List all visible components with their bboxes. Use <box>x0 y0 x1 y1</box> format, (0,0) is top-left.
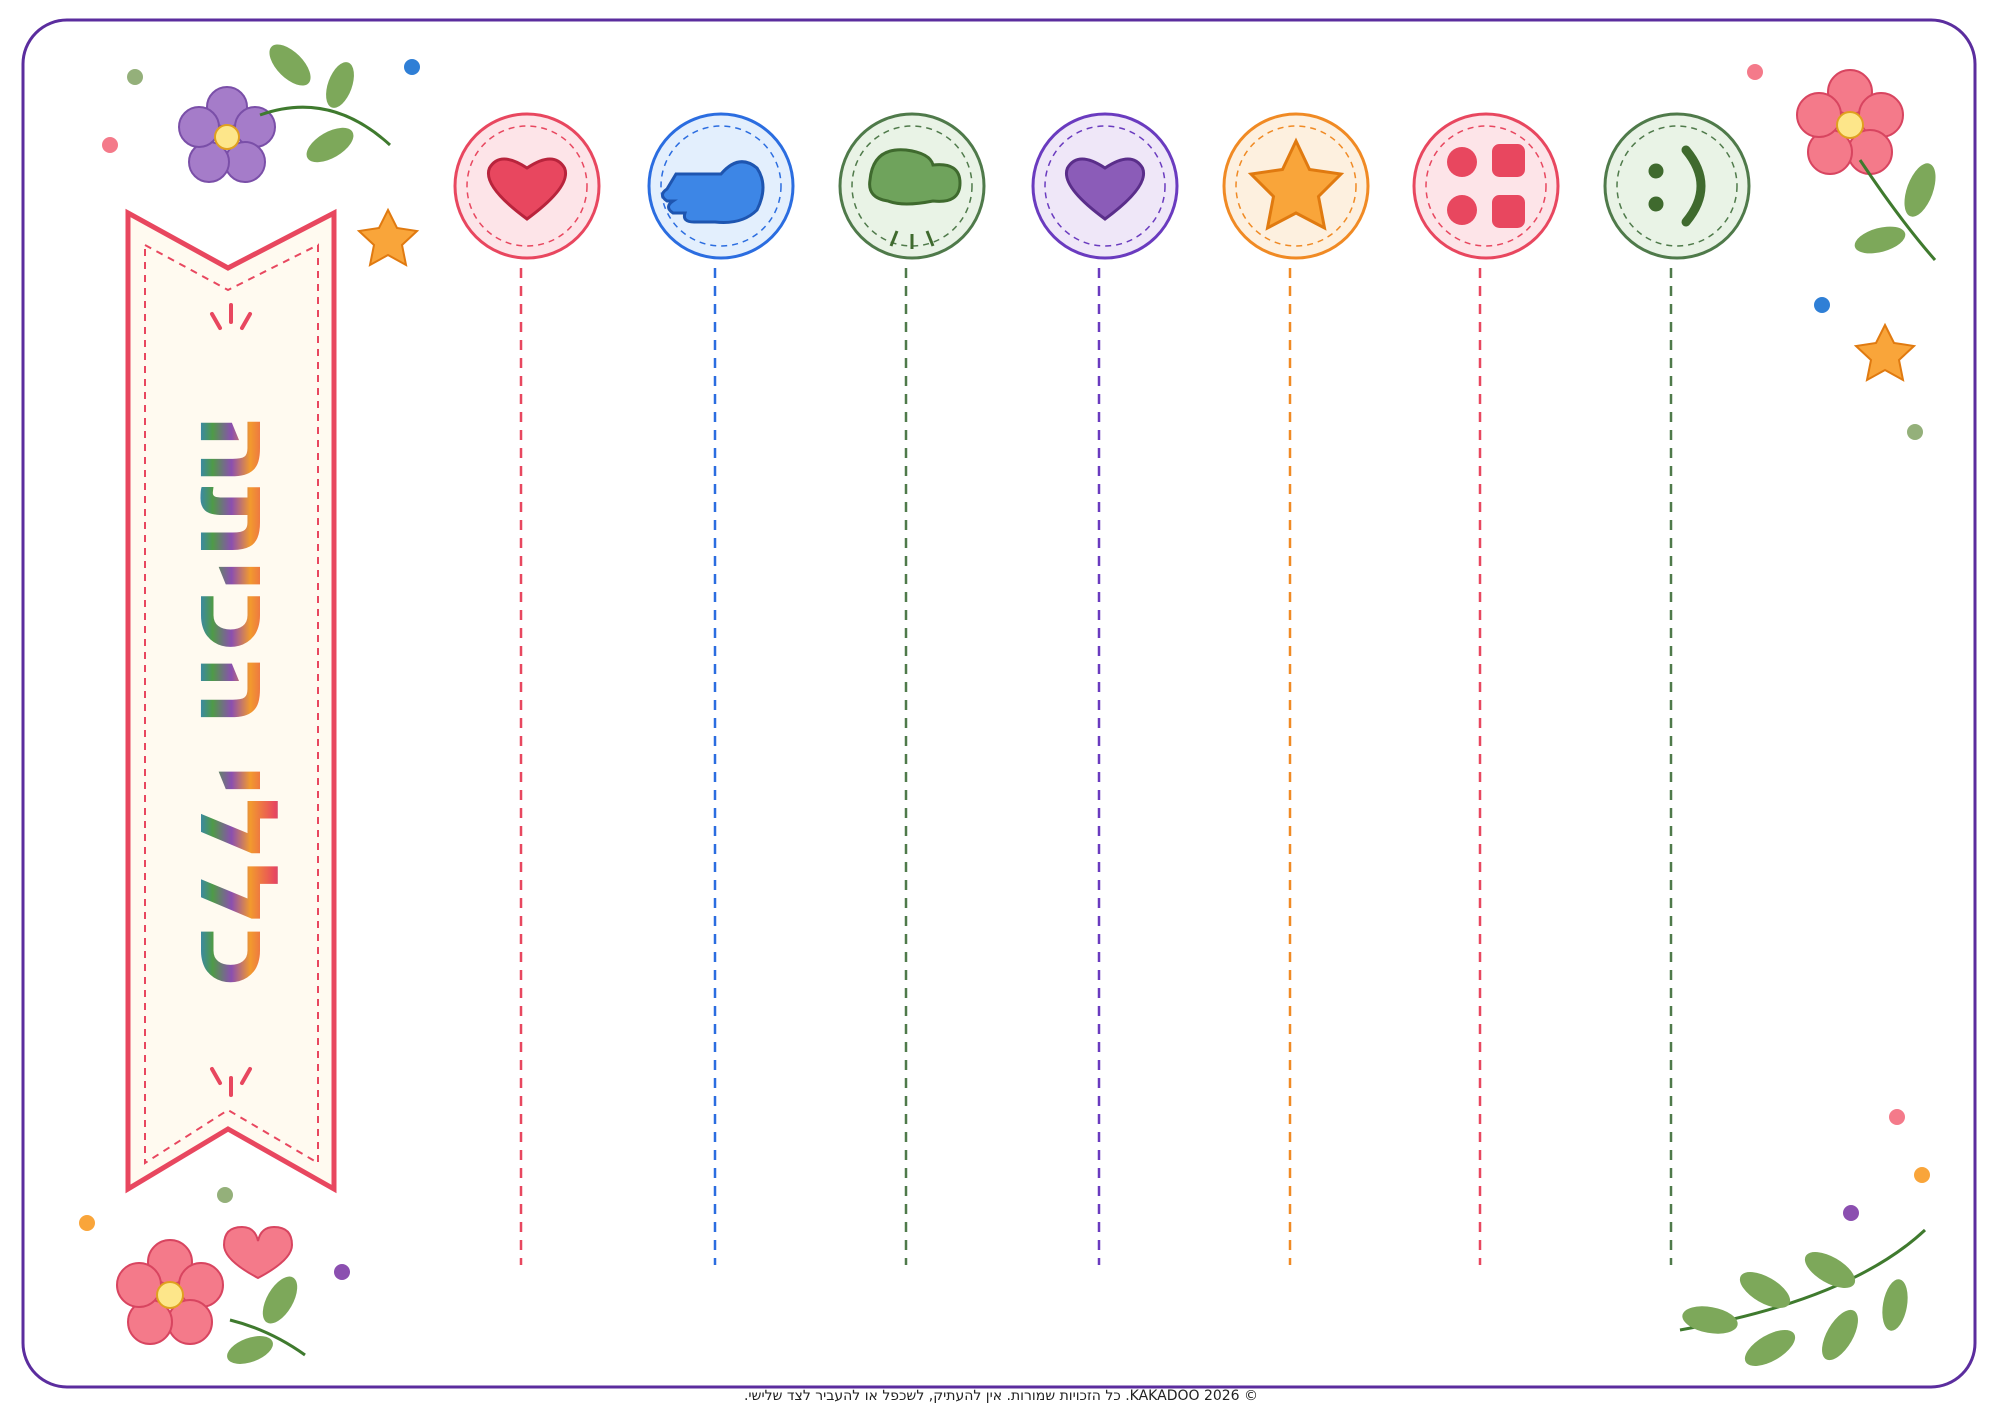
column <box>1412 112 1560 1265</box>
banner: כללי הכיתה <box>125 208 337 1194</box>
column <box>647 112 795 1265</box>
column <box>838 112 986 1265</box>
column <box>453 112 601 1265</box>
footer-text: © KAKADOO 2026. כל הזכויות שמורות. אין ל… <box>744 1388 1258 1404</box>
decorations <box>79 44 1937 1366</box>
column <box>1603 112 1751 1265</box>
column <box>1222 112 1370 1265</box>
frame <box>21 18 1977 1389</box>
column <box>1031 112 1179 1265</box>
title: כללי הכיתה <box>175 412 300 988</box>
